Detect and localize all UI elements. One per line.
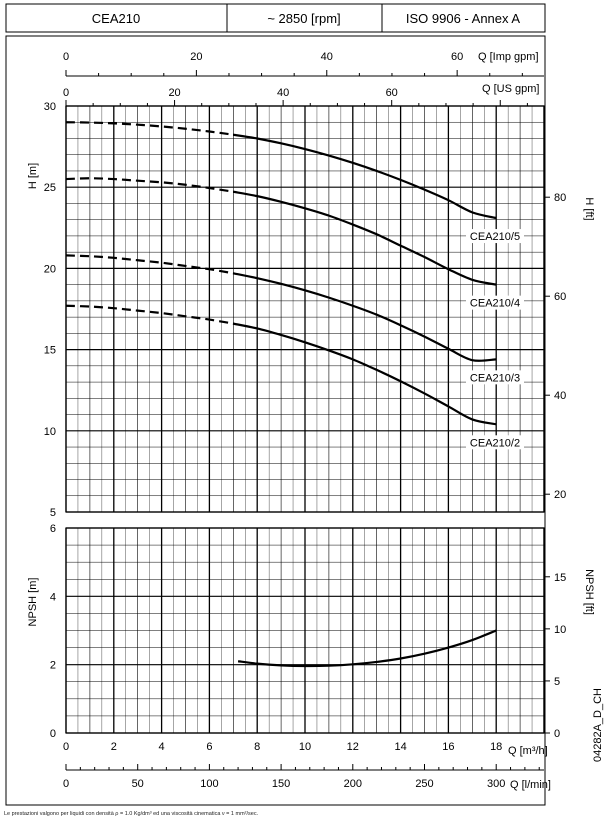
x-tick-label-impgpm: 20 — [190, 51, 202, 63]
x-tick-label-m3h: 12 — [347, 741, 359, 753]
x-axis-label-m3h: Q [m³/h] — [508, 745, 548, 757]
chart-frame — [5, 35, 546, 806]
y-tick-label-h: 5 — [50, 507, 56, 519]
curve-dashed-cea210-4 — [65, 177, 234, 193]
curve-label-bg — [466, 229, 524, 244]
curve-dashed-cea210-5 — [65, 121, 234, 136]
x-tick-label-lmin: 100 — [200, 778, 218, 790]
curve-label-bg — [466, 295, 524, 310]
curve-label-cea210-3: CEA210/3 — [470, 372, 520, 384]
y-axis-label-h-ft: H [ft] — [583, 197, 595, 220]
x-tick-label-m3h: 4 — [159, 741, 165, 753]
y-tick-label-h: 10 — [44, 426, 56, 438]
curve-cea210-2 — [233, 322, 497, 426]
x-tick-label-m3h: 14 — [394, 741, 406, 753]
x-tick-label-impgpm: 0 — [63, 51, 69, 63]
curve-cea210-4 — [233, 190, 497, 286]
y-axis-label-npsh-m: NPSH [m] — [27, 578, 39, 627]
curve-cea210-5 — [233, 133, 497, 220]
y-tick-label-npsh-ft: 5 — [554, 676, 560, 688]
x-axis-label-impgpm: Q [Imp gpm] — [478, 51, 539, 63]
y-tick-label-ft: 40 — [554, 390, 566, 402]
y-tick-label-h: 15 — [44, 345, 56, 357]
x-tick-label-lmin: 300 — [487, 778, 505, 790]
x-tick-label-impgpm: 60 — [451, 51, 463, 63]
x-tick-label-usgpm: 40 — [277, 87, 289, 99]
x-tick-label-impgpm: 40 — [321, 51, 333, 63]
x-axis-label-usgpm: Q [US gpm] — [482, 83, 539, 95]
curve-label-bg — [466, 370, 524, 385]
y-tick-label-npsh: 4 — [50, 591, 56, 603]
y-tick-label-npsh: 6 — [50, 523, 56, 535]
x-tick-label-lmin: 0 — [63, 778, 69, 790]
npsh-panel-border — [65, 527, 545, 734]
x-tick-label-m3h: 2 — [111, 741, 117, 753]
curve-dashed-cea210-3 — [65, 254, 234, 275]
chart-code: 04282A_D_CH — [592, 688, 604, 762]
x-tick-label-lmin: 250 — [415, 778, 433, 790]
head-panel-border — [65, 105, 545, 513]
model-title: CEA210 — [92, 11, 140, 26]
y-axis-label-h-m: H [m] — [27, 163, 39, 189]
y-axis-label-npsh-ft: NPSH [ft] — [583, 569, 595, 615]
header: CEA210 ~ 2850 [rpm] ISO 9906 - Annex A — [5, 3, 546, 33]
y-tick-label-npsh-ft: 10 — [554, 624, 566, 636]
x-axis-label-lmin: Q [l/min] — [510, 779, 551, 791]
x-tick-label-usgpm: 20 — [168, 87, 180, 99]
curve-label-bg — [466, 435, 524, 450]
y-tick-label-h: 30 — [44, 101, 56, 113]
y-tick-label-npsh-ft: 15 — [554, 572, 566, 584]
x-tick-label-m3h: 8 — [254, 741, 260, 753]
x-tick-label-m3h: 6 — [206, 741, 212, 753]
curve-cea210-3 — [233, 272, 497, 362]
curve-label-cea210-5: CEA210/5 — [470, 231, 520, 243]
curve-label-cea210-2: CEA210/2 — [470, 437, 520, 449]
speed-title: ~ 2850 [rpm] — [267, 11, 340, 26]
standard-title: ISO 9906 - Annex A — [406, 11, 521, 26]
x-tick-label-usgpm: 0 — [63, 87, 69, 99]
y-tick-label-h: 20 — [44, 263, 56, 275]
curve-label-cea210-4: CEA210/4 — [470, 298, 520, 310]
y-tick-label-ft: 80 — [554, 192, 566, 204]
x-tick-label-m3h: 10 — [299, 741, 311, 753]
y-tick-label-npsh-ft: 0 — [554, 728, 560, 740]
y-tick-label-npsh: 0 — [50, 728, 56, 740]
footnote: Le prestazioni valgono per liquidi con d… — [4, 811, 259, 817]
x-tick-label-m3h: 16 — [442, 741, 454, 753]
x-tick-label-lmin: 150 — [272, 778, 290, 790]
y-tick-label-ft: 20 — [554, 489, 566, 501]
x-tick-label-usgpm: 60 — [386, 87, 398, 99]
y-tick-label-npsh: 2 — [50, 660, 56, 672]
curve-dashed-cea210-2 — [65, 304, 234, 325]
y-tick-label-ft: 60 — [554, 291, 566, 303]
x-tick-label-lmin: 200 — [344, 778, 362, 790]
x-tick-label-m3h: 0 — [63, 741, 69, 753]
y-tick-label-h: 25 — [44, 182, 56, 194]
x-tick-label-m3h: 18 — [490, 741, 502, 753]
x-tick-label-lmin: 50 — [132, 778, 144, 790]
curve-npsh — [237, 629, 497, 668]
